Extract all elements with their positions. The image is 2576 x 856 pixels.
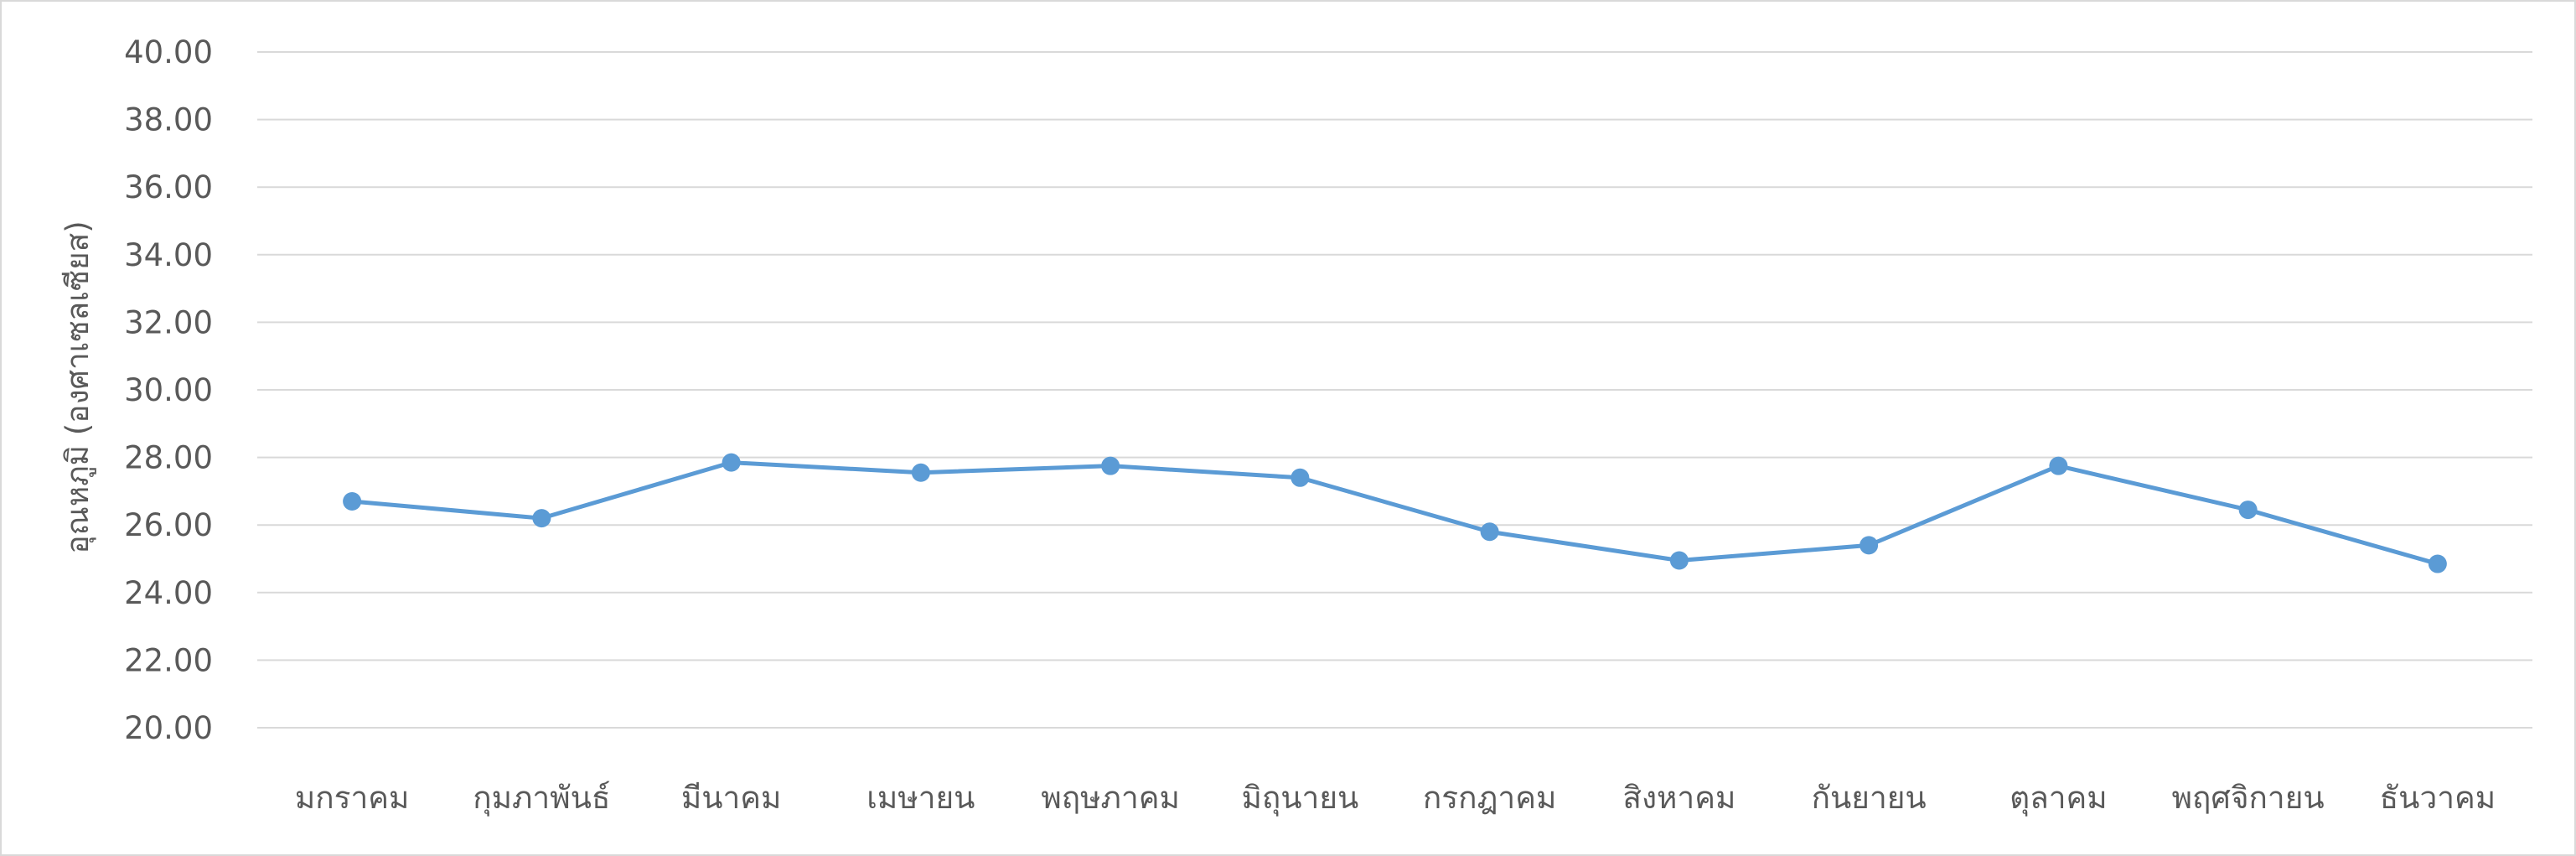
y-tick-label: 22.00 [124,642,213,678]
x-axis-tick-labels: มกราคม กุมภาพันธ์ มีนาคม เมษายน พฤษภาคม มิถุน… [295,780,2496,817]
y-tick-label: 38.00 [124,102,213,138]
data-point[interactable] [1101,456,1120,475]
data-point[interactable] [2428,554,2447,573]
y-axis-title: อุณหภูมิ (องศาเซลเซียส) [59,220,96,553]
x-tick-label: กันยายน [1812,780,1927,816]
data-point[interactable] [1860,536,1879,555]
y-tick-label: 24.00 [124,575,213,611]
y-tick-label: 28.00 [124,440,213,476]
x-tick-label: ตุลาคม [2010,780,2108,817]
x-tick-label: พฤษภาคม [1041,780,1180,816]
x-tick-label: พฤศจิกายน [2172,780,2325,816]
x-tick-label: มีนาคม [681,780,782,816]
x-tick-label: มกราคม [295,780,410,816]
data-point[interactable] [1669,551,1689,570]
data-point[interactable] [722,453,741,472]
x-tick-label: เมษายน [866,780,975,816]
data-point[interactable] [1291,468,1310,487]
x-tick-label: กรกฎาคม [1423,780,1556,816]
series-group [343,453,2447,573]
y-axis-tick-labels: 20.00 22.00 24.00 26.00 28.00 30.00 32.00 34.00… [124,34,213,746]
x-tick-label: กุมภาพันธ์ [473,780,610,817]
y-tick-label: 20.00 [124,710,213,746]
data-point[interactable] [2238,501,2258,520]
x-tick-label: ธันวาคม [2380,780,2496,816]
data-point[interactable] [343,491,362,511]
y-tick-label: 40.00 [124,34,213,70]
x-tick-label: สิงหาคม [1622,780,1735,816]
data-point[interactable] [911,463,930,482]
y-tick-label: 32.00 [124,304,213,340]
y-tick-label: 34.00 [124,237,213,273]
data-point[interactable] [2049,456,2068,475]
y-tick-label: 26.00 [124,507,213,543]
series-line [349,460,2440,567]
data-point[interactable] [1480,522,1499,542]
y-tick-label: 30.00 [124,372,213,408]
x-tick-label: มิถุนายน [1241,780,1358,817]
data-point[interactable] [532,509,551,528]
gridlines [257,51,2532,729]
y-tick-label: 36.00 [124,169,213,205]
